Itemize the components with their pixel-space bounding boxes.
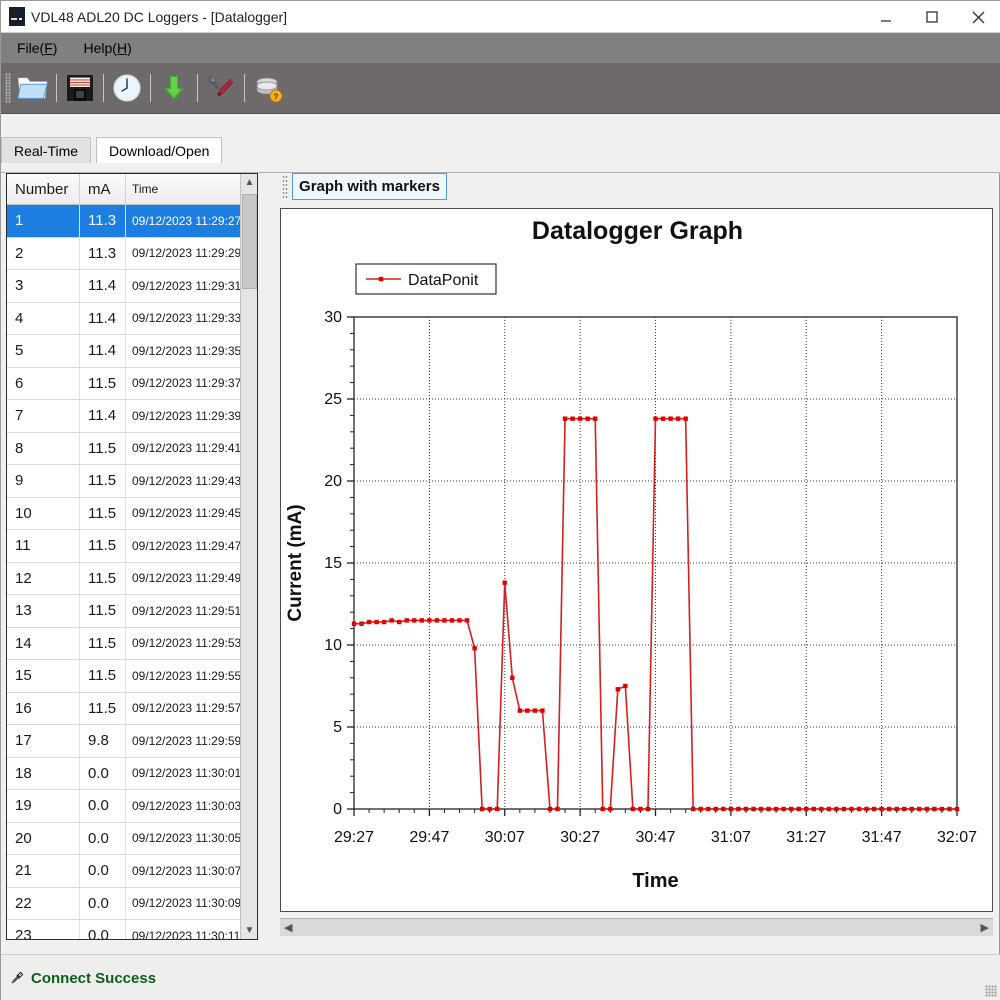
- svg-text:32:07: 32:07: [937, 829, 977, 846]
- svg-text:30: 30: [324, 309, 342, 326]
- svg-text:?: ?: [274, 93, 279, 102]
- svg-text:29:47: 29:47: [409, 829, 449, 846]
- svg-text:15: 15: [324, 555, 342, 572]
- svg-text:30:27: 30:27: [560, 829, 600, 846]
- svg-text:29:27: 29:27: [334, 829, 374, 846]
- svg-text:30:47: 30:47: [635, 829, 675, 846]
- svg-text:25: 25: [324, 391, 342, 408]
- svg-text:20: 20: [324, 473, 342, 490]
- svg-text:31:27: 31:27: [786, 829, 826, 846]
- svg-text:30:07: 30:07: [485, 829, 525, 846]
- svg-text:DataPonit: DataPonit: [408, 272, 479, 289]
- svg-text:31:07: 31:07: [711, 829, 751, 846]
- svg-text:10: 10: [324, 637, 342, 654]
- svg-text:31:47: 31:47: [862, 829, 902, 846]
- svg-text:5: 5: [333, 719, 342, 736]
- svg-text:Current (mA): Current (mA): [285, 504, 306, 621]
- svg-text:0: 0: [333, 801, 342, 818]
- svg-text:Time: Time: [632, 870, 678, 892]
